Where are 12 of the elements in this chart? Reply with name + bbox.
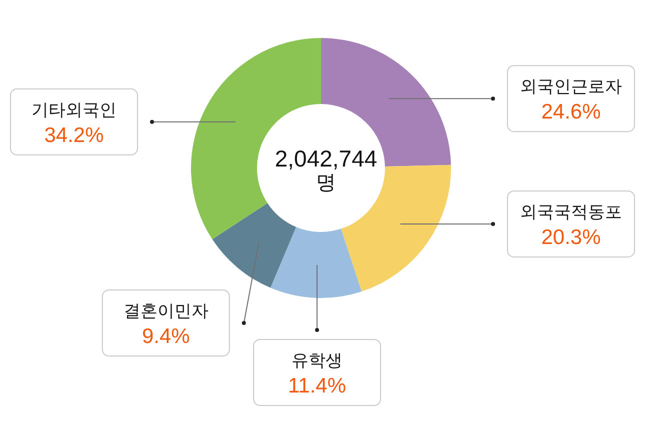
slice-label: 외국인근로자	[520, 77, 622, 96]
data-label: 20.3%	[541, 226, 601, 249]
text: 명	[316, 172, 336, 194]
slice-label: 외국국적동포	[520, 202, 622, 222]
slice-label: 기타외국인	[32, 100, 116, 120]
data-label: 24.6%	[541, 100, 601, 124]
slice-label: 결혼이민자	[123, 302, 208, 320]
data-label: 9.4%	[142, 325, 190, 348]
text: 2,042,744	[274, 146, 378, 172]
data-label: 11.4%	[288, 374, 346, 398]
slice-label: 유학생	[292, 351, 343, 370]
data-label: 34.2%	[44, 124, 104, 147]
